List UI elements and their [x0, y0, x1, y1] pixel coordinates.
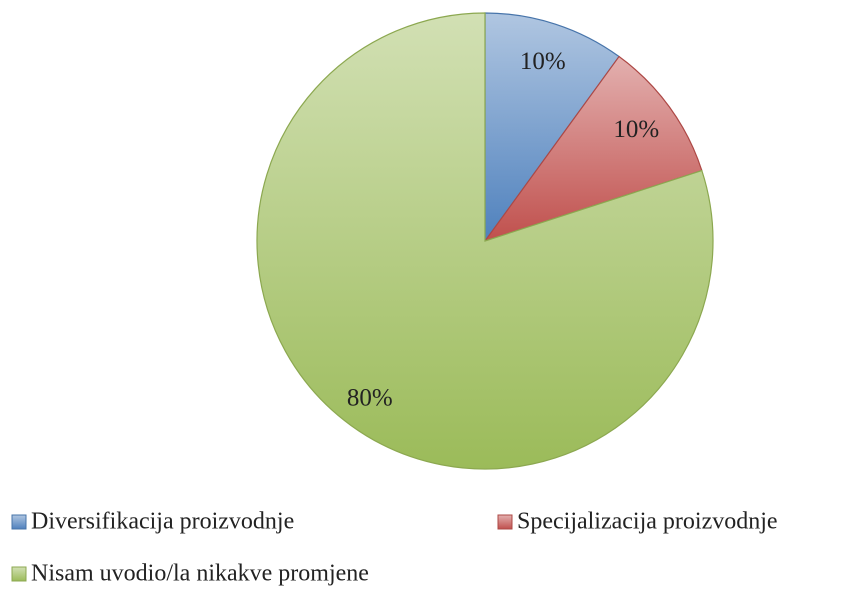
data-label: 10% [520, 48, 566, 75]
pie-slice [484, 12, 620, 243]
pie-slice [483, 55, 703, 243]
legend-swatch [11, 514, 27, 530]
pie-slice [256, 12, 714, 470]
legend-swatch [11, 566, 27, 582]
legend-label: Nisam uvodio/la nikakve promjene [31, 561, 369, 587]
data-label: 80% [347, 384, 393, 411]
legend-label: Specijalizacija proizvodnje [517, 509, 778, 535]
legend-swatch [497, 514, 513, 530]
legend-label: Diversifikacija proizvodnje [31, 509, 294, 535]
data-label: 10% [613, 116, 659, 143]
